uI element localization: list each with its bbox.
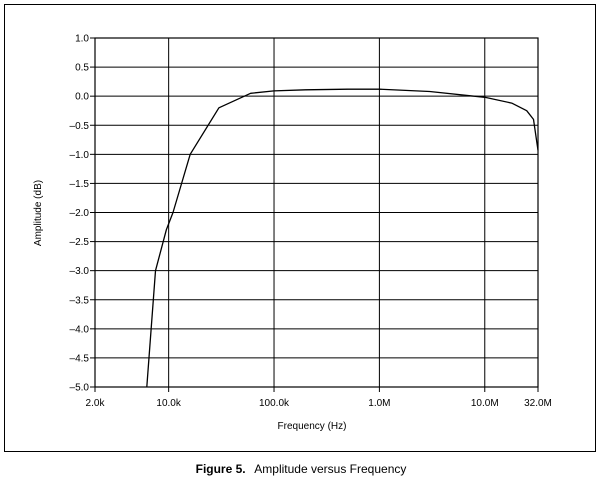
y-tick-label: –5.0 — [70, 383, 90, 394]
x-tick-label: 32.0M — [524, 398, 552, 409]
y-axis-label: Amplitude (dB) — [33, 180, 44, 246]
series-group — [146, 88, 539, 388]
x-tick-label: 2.0k — [86, 398, 106, 409]
y-tick-label: –4.5 — [70, 353, 90, 364]
amplitude-response-line — [146, 88, 539, 388]
y-tick-label: –2.0 — [70, 208, 90, 219]
y-tick-label: –1.5 — [70, 179, 90, 190]
y-tick-label: 0.0 — [75, 92, 89, 103]
y-tick-label: –0.5 — [70, 121, 90, 132]
y-tick-label: 1.0 — [75, 34, 89, 45]
y-tick-label: –3.0 — [70, 266, 90, 277]
figure-caption-text: Amplitude versus Frequency — [254, 462, 407, 476]
figure-number: Figure 5. — [195, 462, 246, 476]
x-axis-ticks: 2.0k 10.0k 100.0k 1.0M 10.0M 32.0M — [86, 387, 552, 409]
y-tick-label: –3.5 — [70, 295, 90, 306]
y-tick-label: 0.5 — [75, 63, 89, 74]
y-tick-label: –1.0 — [70, 150, 90, 161]
x-tick-label: 10.0M — [471, 398, 499, 409]
x-tick-label: 10.0k — [156, 398, 181, 409]
figure-caption: Figure 5. Amplitude versus Frequency — [0, 462, 602, 476]
x-tick-label: 1.0M — [368, 398, 390, 409]
figure-frame — [4, 4, 596, 452]
grid — [94, 37, 539, 388]
y-tick-label: –2.5 — [70, 237, 90, 248]
x-tick-label: 100.0k — [259, 398, 290, 409]
y-tick-label: –4.0 — [70, 324, 90, 335]
y-axis-ticks: 1.0 0.5 0.0 –0.5 –1.0 –1.5 –2.0 –2.5 –3.0 –3.5 –4.… — [70, 34, 95, 394]
x-axis-label: Frequency (Hz) — [278, 421, 347, 432]
